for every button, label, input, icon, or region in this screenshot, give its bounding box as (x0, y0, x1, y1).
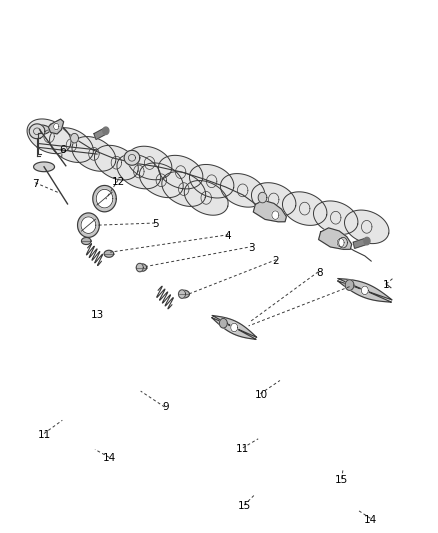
Polygon shape (179, 290, 189, 298)
Polygon shape (338, 279, 392, 302)
Text: 7: 7 (32, 179, 39, 189)
Polygon shape (81, 217, 96, 233)
Text: 15: 15 (238, 501, 251, 511)
Polygon shape (339, 237, 347, 248)
Polygon shape (251, 183, 296, 216)
Polygon shape (78, 213, 99, 237)
Text: 3: 3 (248, 243, 255, 253)
Polygon shape (117, 154, 161, 189)
Polygon shape (353, 238, 367, 248)
Text: 13: 13 (91, 310, 104, 320)
Polygon shape (34, 162, 54, 172)
Polygon shape (95, 146, 138, 180)
Text: 6: 6 (59, 145, 66, 155)
Polygon shape (96, 189, 113, 208)
Polygon shape (71, 133, 78, 143)
Polygon shape (220, 174, 265, 207)
Text: 12: 12 (111, 176, 125, 187)
Polygon shape (184, 181, 228, 215)
Text: 11: 11 (37, 430, 51, 440)
Text: 8: 8 (316, 268, 322, 278)
Polygon shape (212, 316, 257, 340)
Text: 15: 15 (335, 475, 348, 484)
Polygon shape (345, 210, 389, 244)
Polygon shape (179, 290, 185, 298)
Polygon shape (48, 119, 64, 134)
Polygon shape (162, 172, 206, 206)
Text: 4: 4 (224, 231, 231, 241)
Polygon shape (337, 238, 344, 247)
Polygon shape (81, 238, 91, 245)
Polygon shape (190, 165, 234, 198)
Polygon shape (318, 228, 352, 249)
Text: 5: 5 (152, 219, 159, 229)
Polygon shape (53, 123, 59, 130)
Polygon shape (103, 127, 109, 134)
Polygon shape (127, 146, 172, 180)
Text: 14: 14 (102, 454, 116, 463)
Text: 14: 14 (364, 515, 377, 525)
Text: 1: 1 (383, 280, 390, 290)
Polygon shape (258, 192, 267, 203)
Polygon shape (364, 237, 370, 245)
Polygon shape (104, 251, 114, 257)
Text: 11: 11 (237, 445, 250, 455)
Polygon shape (72, 136, 116, 171)
Polygon shape (124, 150, 140, 165)
Polygon shape (159, 155, 203, 189)
Polygon shape (314, 201, 358, 235)
Text: 9: 9 (162, 402, 169, 412)
Polygon shape (29, 125, 50, 134)
Polygon shape (231, 323, 238, 332)
Polygon shape (139, 163, 183, 198)
Polygon shape (136, 263, 143, 272)
Text: 2: 2 (272, 256, 279, 266)
Polygon shape (93, 185, 116, 212)
Polygon shape (29, 124, 45, 139)
Text: 10: 10 (255, 390, 268, 400)
Polygon shape (272, 211, 279, 220)
Polygon shape (136, 264, 147, 271)
Polygon shape (253, 200, 286, 222)
Polygon shape (94, 128, 107, 140)
Polygon shape (219, 318, 227, 328)
Polygon shape (283, 192, 327, 225)
Polygon shape (27, 119, 71, 154)
Polygon shape (49, 128, 93, 163)
Polygon shape (361, 286, 368, 295)
Polygon shape (345, 280, 354, 290)
